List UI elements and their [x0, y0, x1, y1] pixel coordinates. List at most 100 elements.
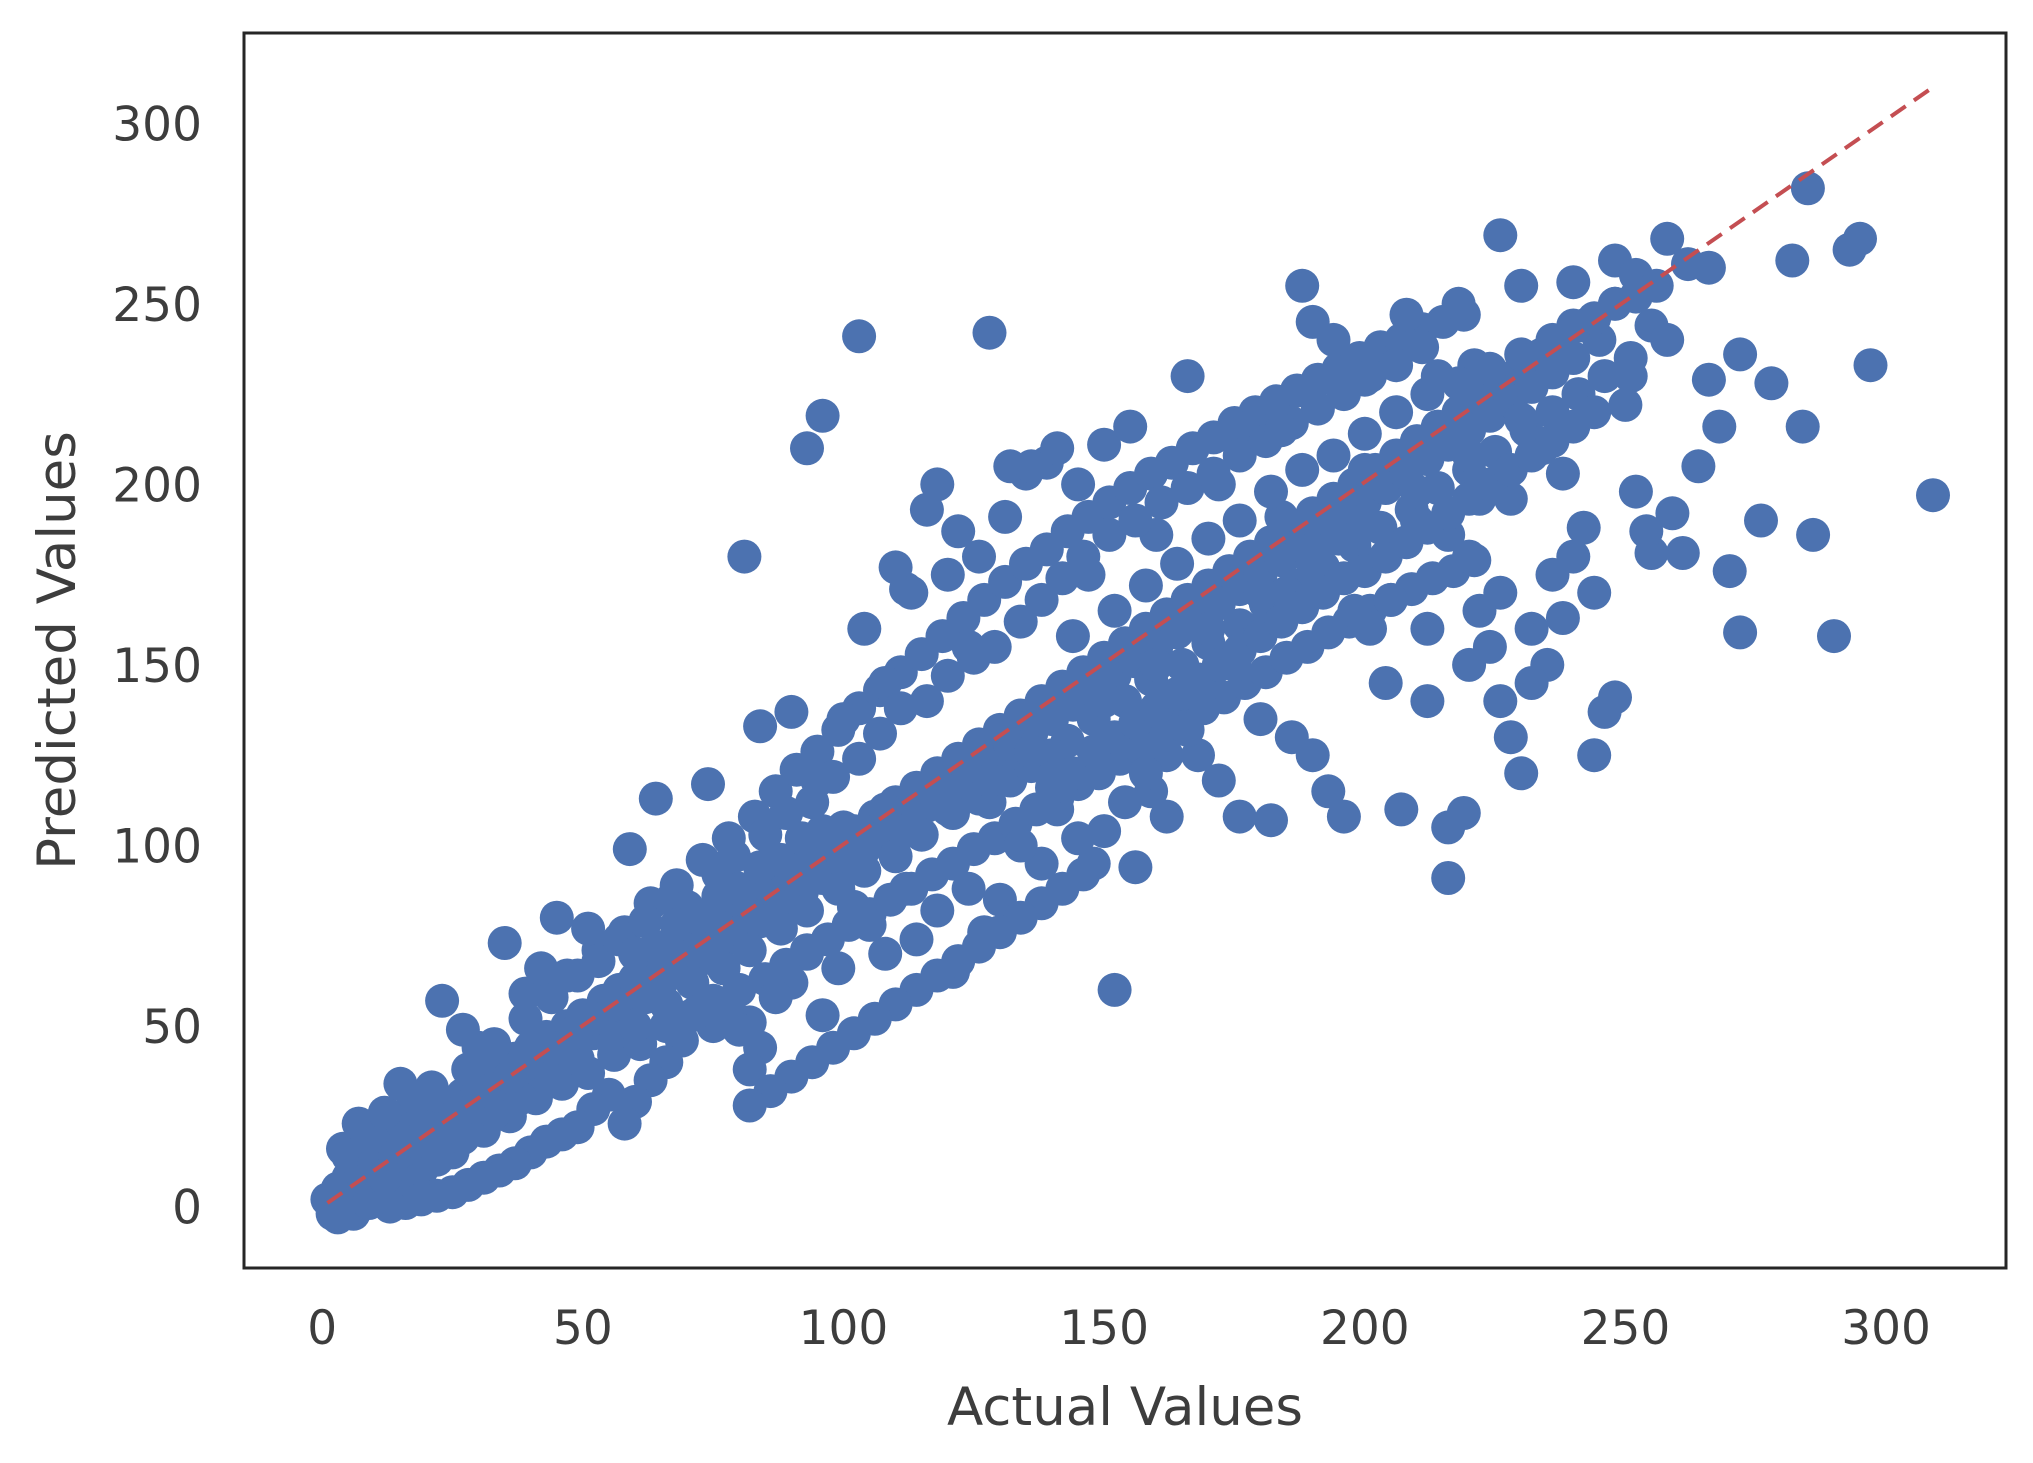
data-point: [1514, 666, 1549, 700]
data-point: [618, 1009, 652, 1044]
data-point: [1379, 395, 1414, 430]
data-point: [1691, 250, 1726, 285]
data-point: [1014, 449, 1049, 484]
data-point: [1108, 785, 1142, 820]
data-point: [883, 691, 918, 726]
data-point: [930, 792, 965, 827]
data-point: [1347, 416, 1382, 451]
data-point: [836, 889, 871, 924]
data-point: [889, 814, 924, 849]
data-point: [1650, 221, 1685, 256]
data-point: [1113, 409, 1148, 444]
data-point: [1545, 456, 1580, 491]
data-point: [972, 315, 1007, 350]
data-point: [1754, 366, 1789, 401]
data-point: [1410, 684, 1445, 719]
data-point: [1087, 814, 1122, 849]
data-point: [1321, 521, 1356, 556]
y-tick-label: 100: [112, 820, 202, 875]
data-point: [706, 951, 741, 986]
data-point: [1285, 452, 1320, 487]
data-point: [805, 814, 840, 849]
x-tick-label: 150: [1059, 1301, 1149, 1356]
y-tick-label: 150: [112, 639, 202, 694]
data-point: [1003, 828, 1038, 863]
y-tick-label: 0: [172, 1181, 202, 1236]
data-point: [748, 817, 783, 852]
reference-line-group: [326, 85, 1935, 1205]
data-point: [1139, 647, 1174, 682]
y-axis-title: Predicted Values: [27, 431, 88, 870]
data-point: [1285, 268, 1320, 303]
data-point: [1587, 359, 1622, 394]
data-point: [889, 871, 924, 906]
data-point: [508, 1001, 543, 1036]
data-point: [878, 550, 913, 585]
data-point: [1040, 431, 1075, 466]
data-point: [1353, 359, 1387, 394]
data-point: [1441, 286, 1476, 321]
data-point: [1681, 449, 1716, 484]
data-point: [1191, 521, 1226, 556]
data-point: [1613, 359, 1648, 394]
data-point: [1311, 774, 1346, 809]
data-point: [790, 893, 824, 928]
x-tick-label: 200: [1320, 1301, 1410, 1356]
data-point: [1916, 478, 1950, 513]
data-point: [1577, 738, 1612, 773]
data-point: [1092, 517, 1127, 552]
data-point: [1723, 615, 1758, 650]
data-point: [1170, 471, 1205, 505]
data-point: [988, 499, 1023, 534]
data-point: [367, 1095, 402, 1130]
data-point: [1144, 485, 1179, 520]
data-point: [868, 936, 903, 971]
data-point: [868, 792, 903, 827]
data-point: [1045, 561, 1080, 596]
y-tick-label: 50: [142, 1000, 202, 1055]
data-point: [1483, 684, 1518, 719]
data-point: [1373, 582, 1408, 617]
data-point: [1347, 503, 1382, 538]
data-point: [1191, 611, 1226, 646]
y-tick-label: 200: [112, 458, 202, 513]
data-point: [1452, 438, 1487, 473]
data-point: [1384, 792, 1419, 827]
x-tick-label: 300: [1841, 1301, 1931, 1356]
data-point: [800, 734, 835, 769]
data-point: [805, 998, 840, 1033]
data-point: [1254, 474, 1288, 509]
data-point: [1441, 366, 1476, 401]
x-axis-title: Actual Values: [947, 1377, 1303, 1438]
data-point: [1003, 604, 1038, 639]
data-point: [1243, 575, 1278, 610]
data-point: [638, 929, 673, 964]
data-point: [691, 767, 725, 802]
data-point: [1744, 503, 1778, 538]
data-point: [1665, 536, 1700, 570]
data-point: [1243, 702, 1278, 737]
data-point: [842, 319, 877, 354]
data-point: [508, 976, 543, 1011]
data-point: [1170, 712, 1205, 747]
data-point: [951, 629, 986, 664]
data-point: [1410, 377, 1445, 412]
data-point: [842, 741, 877, 776]
data-point: [1405, 330, 1440, 365]
y-tick-label: 250: [112, 278, 202, 333]
data-point: [826, 702, 861, 737]
data-point: [941, 514, 976, 549]
data-point: [1452, 539, 1487, 574]
data-point: [1853, 348, 1888, 383]
data-point: [769, 796, 804, 830]
data-point: [1817, 619, 1851, 654]
data-point: [758, 980, 793, 1015]
data-point: [732, 1088, 767, 1123]
data-point: [1545, 601, 1580, 635]
data-point: [1055, 756, 1090, 791]
data-point: [1775, 243, 1810, 278]
data-point: [920, 893, 955, 928]
data-point: [821, 951, 856, 986]
scatter-points: [310, 171, 1950, 1235]
